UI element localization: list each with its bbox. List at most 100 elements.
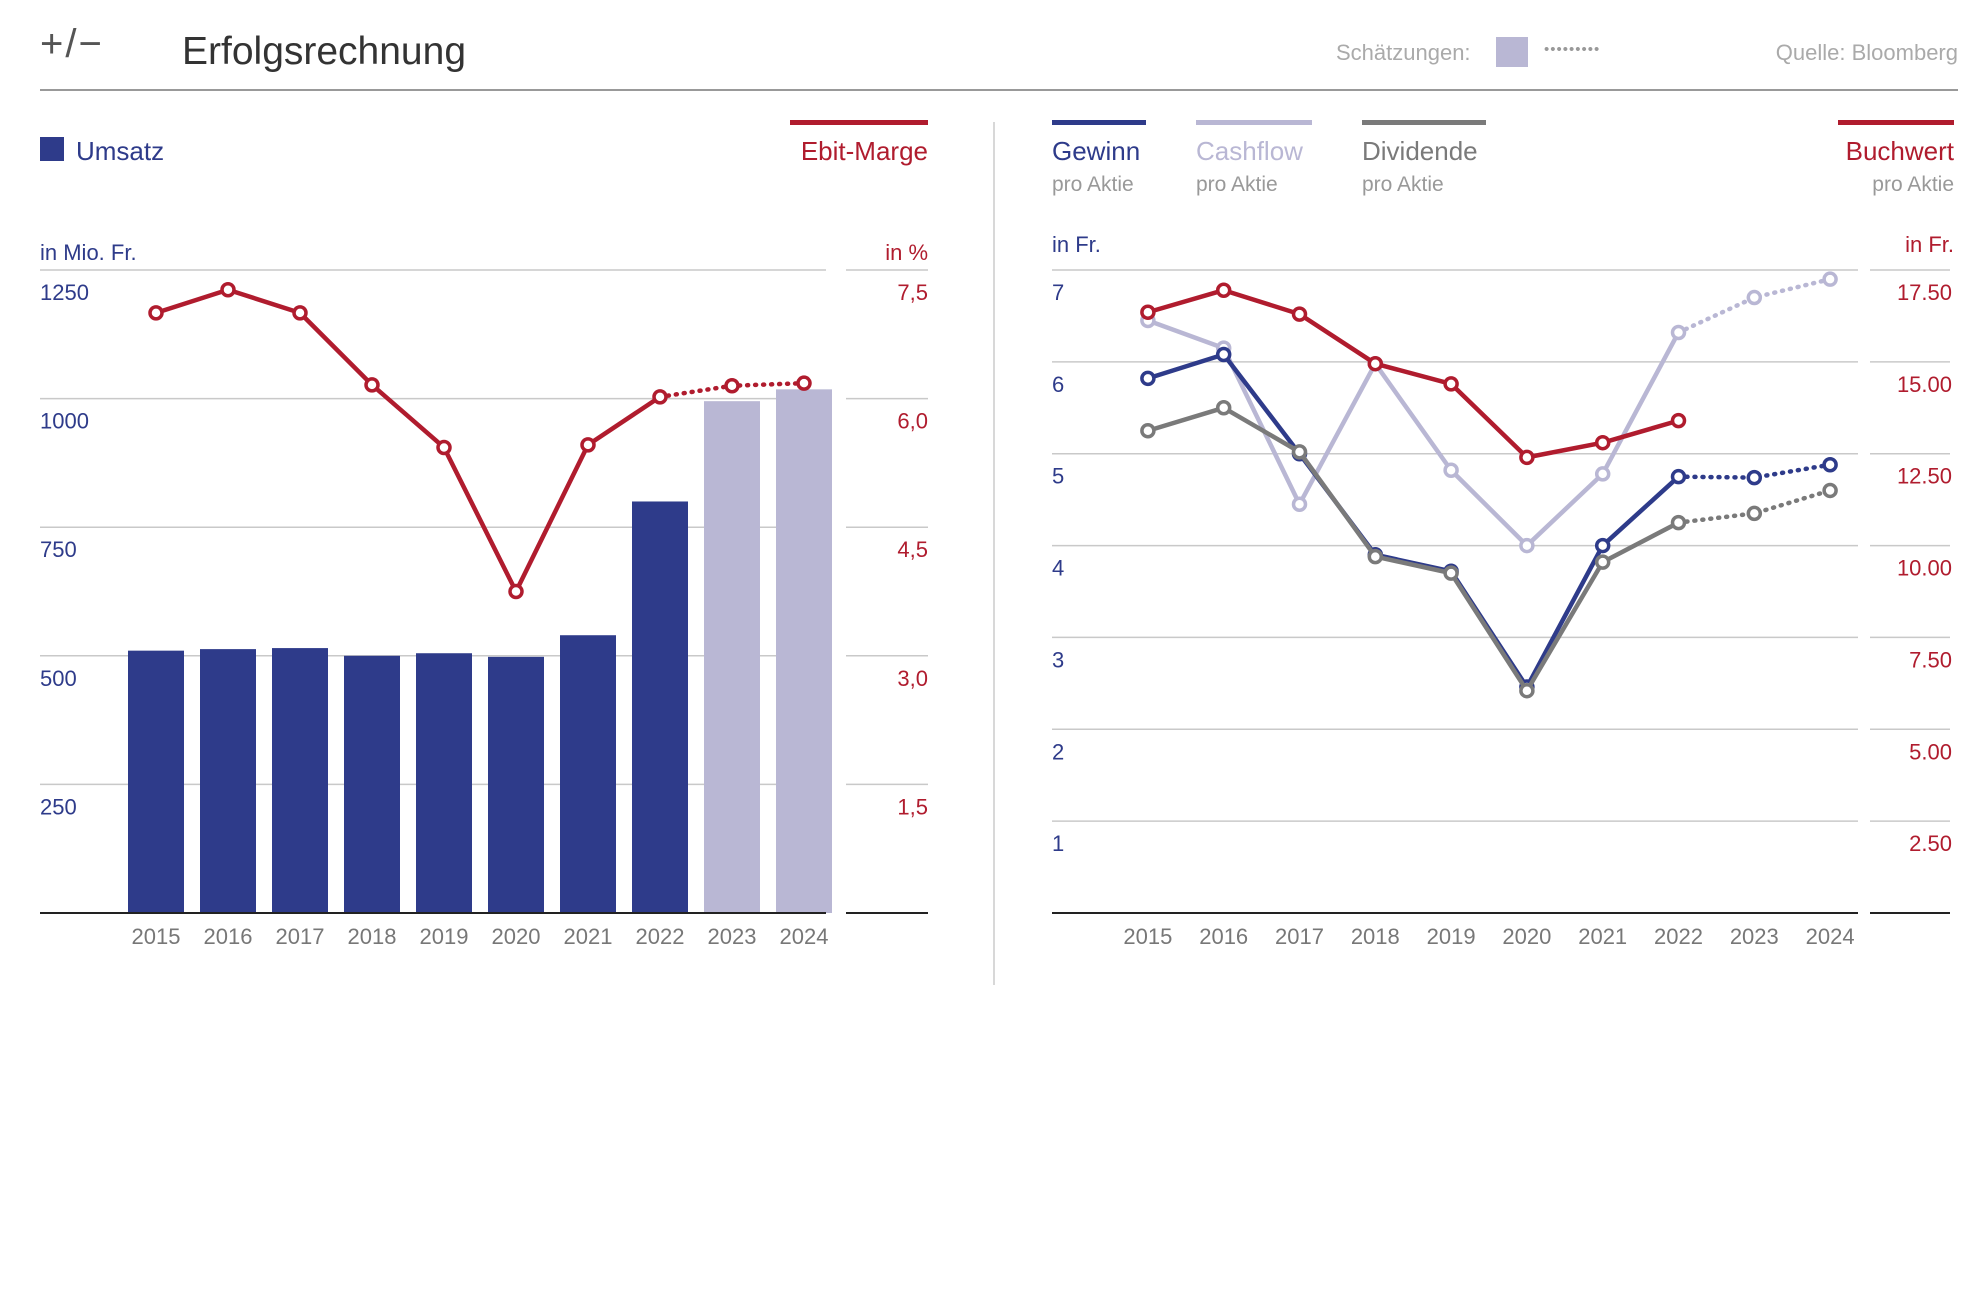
ebit-marge-point xyxy=(724,377,740,394)
cashflow-line-estimate xyxy=(1676,276,1833,335)
cashflow-point xyxy=(1670,324,1687,341)
y-tick-left: 1250 xyxy=(40,280,89,305)
dividende-point xyxy=(1519,682,1535,699)
y-tick-right: 4,5 xyxy=(897,537,928,562)
x-tick-2017: 2017 xyxy=(276,924,325,949)
legend-line-icon xyxy=(1838,120,1954,125)
x-tick-2-2022: 2022 xyxy=(1654,924,1703,949)
y-tick-left-2: 7 xyxy=(1052,280,1064,305)
gewinn-line-estimate xyxy=(1676,462,1833,480)
source-label: Quelle: Bloomberg xyxy=(1775,40,1958,65)
dividende-point xyxy=(1215,400,1232,416)
y-tick-left-2: 3 xyxy=(1052,647,1064,672)
y-tick-left: 250 xyxy=(40,794,77,819)
x-tick-2-2023: 2023 xyxy=(1730,924,1779,949)
y-tick-right-2: 2.50 xyxy=(1909,831,1952,856)
x-tick-2019: 2019 xyxy=(420,924,469,949)
buchwert-line xyxy=(1147,287,1680,460)
x-tick-2-2016: 2016 xyxy=(1199,924,1248,949)
y-tick-left-2: 5 xyxy=(1052,464,1064,489)
y-tick-left-2: 1 xyxy=(1052,831,1064,856)
ebit-marge-line xyxy=(155,287,662,594)
dotted-line-icon: ••••••••• xyxy=(1544,41,1601,58)
bar-umsatz-2023 xyxy=(704,401,760,913)
gewinn-point xyxy=(1822,456,1838,473)
dividende-point xyxy=(1670,514,1687,531)
x-tick-2-2024: 2024 xyxy=(1806,924,1855,949)
x-tick-2023: 2023 xyxy=(708,924,757,949)
y-tick-left-2: 4 xyxy=(1052,556,1064,581)
gewinn-point xyxy=(1140,370,1156,387)
dividende-point xyxy=(1594,554,1611,570)
gewinn-point xyxy=(1670,468,1687,485)
buchwert-point xyxy=(1594,434,1611,451)
dividende-line-estimate xyxy=(1676,488,1833,525)
legend-dividende-sub: pro Aktie xyxy=(1362,173,1444,196)
cashflow-point xyxy=(1519,537,1535,554)
dividende-point xyxy=(1746,505,1763,522)
x-tick-2-2021: 2021 xyxy=(1578,924,1627,949)
y-tick-right-2: 7.50 xyxy=(1909,647,1952,672)
cashflow-point xyxy=(1291,496,1308,512)
legend-buchwert-sub: pro Aktie xyxy=(1872,173,1954,196)
plus-minus-logo-icon: +/− xyxy=(40,22,104,66)
x-tick-2021: 2021 xyxy=(564,924,613,949)
legend-line-icon xyxy=(790,120,928,125)
y-tick-right-2: 12.50 xyxy=(1897,464,1952,489)
bar-umsatz-2016 xyxy=(200,649,256,913)
legend-umsatz: Umsatz xyxy=(76,136,164,166)
cashflow-point xyxy=(1443,462,1459,478)
y-tick-right-2: 5.00 xyxy=(1909,739,1952,764)
buchwert-point xyxy=(1367,355,1384,372)
y-tick-left-2: 6 xyxy=(1052,372,1064,397)
legend-cashflow: Cashflow xyxy=(1196,136,1303,166)
legend-line-icon xyxy=(1362,120,1486,125)
y-tick-right: 6,0 xyxy=(897,409,928,434)
y-tick-left: 1000 xyxy=(40,409,89,434)
ylabel-left: in Mio. Fr. xyxy=(40,240,137,265)
cashflow-point xyxy=(1594,466,1611,482)
x-tick-2016: 2016 xyxy=(204,924,253,949)
x-tick-2-2015: 2015 xyxy=(1123,924,1172,949)
bar-umsatz-2017 xyxy=(272,648,328,913)
buchwert-point xyxy=(1291,306,1308,322)
legend-gewinn-sub: pro Aktie xyxy=(1052,173,1134,196)
bar-umsatz-2015 xyxy=(128,650,184,913)
x-tick-2-2017: 2017 xyxy=(1275,924,1324,949)
buchwert-point xyxy=(1215,282,1232,298)
bar-umsatz-2018 xyxy=(344,655,400,913)
legend-dividende: Dividende xyxy=(1362,136,1478,166)
page-title: Erfolgsrechnung xyxy=(182,30,467,73)
dividende-point xyxy=(1822,482,1838,499)
bar-umsatz-2021 xyxy=(560,635,616,913)
y-tick-right: 1,5 xyxy=(897,794,928,819)
x-tick-2-2018: 2018 xyxy=(1351,924,1400,949)
legend-cashflow-sub: pro Aktie xyxy=(1196,173,1278,196)
dividende-point xyxy=(1291,444,1308,460)
gewinn-point xyxy=(1215,346,1232,363)
buchwert-point xyxy=(1443,376,1459,392)
x-tick-2024: 2024 xyxy=(780,924,829,949)
legend-line-icon xyxy=(1052,120,1146,125)
y-tick-right-2: 10.00 xyxy=(1897,556,1952,581)
ebit-marge-point xyxy=(436,439,452,456)
dividende-line xyxy=(1147,405,1680,693)
bar-umsatz-2020 xyxy=(488,656,544,913)
bar-umsatz-2022 xyxy=(632,501,688,913)
ylabel-right: in % xyxy=(885,240,928,265)
y-tick-left-2: 2 xyxy=(1052,739,1064,764)
x-tick-2015: 2015 xyxy=(132,924,181,949)
y-tick-left: 500 xyxy=(40,666,77,691)
x-tick-2-2020: 2020 xyxy=(1502,924,1551,949)
buchwert-point xyxy=(1519,449,1535,466)
ebit-marge-point xyxy=(292,305,308,321)
dividende-point xyxy=(1443,565,1459,581)
legend-square-icon xyxy=(40,137,64,161)
gewinn-point xyxy=(1746,469,1763,486)
buchwert-point xyxy=(1140,304,1156,321)
x-tick-2018: 2018 xyxy=(348,924,397,949)
header-divider xyxy=(40,89,1958,91)
ebit-marge-point xyxy=(796,375,812,391)
estimates-label: Schätzungen: xyxy=(1336,40,1471,65)
cashflow-point xyxy=(1746,289,1763,306)
